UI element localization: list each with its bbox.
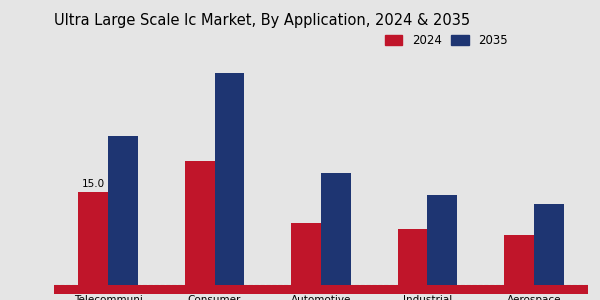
Text: Ultra Large Scale Ic Market, By Application, 2024 & 2035: Ultra Large Scale Ic Market, By Applicat…: [54, 13, 470, 28]
Bar: [108, 136, 138, 285]
Bar: [78, 192, 108, 285]
Bar: [291, 223, 321, 285]
Legend: 2024, 2035: 2024, 2035: [380, 29, 512, 52]
Text: 15.0: 15.0: [82, 179, 105, 189]
Bar: [185, 160, 215, 285]
Bar: [321, 173, 351, 285]
Bar: [427, 195, 457, 285]
Bar: [534, 204, 564, 285]
Bar: [215, 74, 244, 285]
Bar: [398, 229, 427, 285]
Bar: [504, 235, 534, 285]
